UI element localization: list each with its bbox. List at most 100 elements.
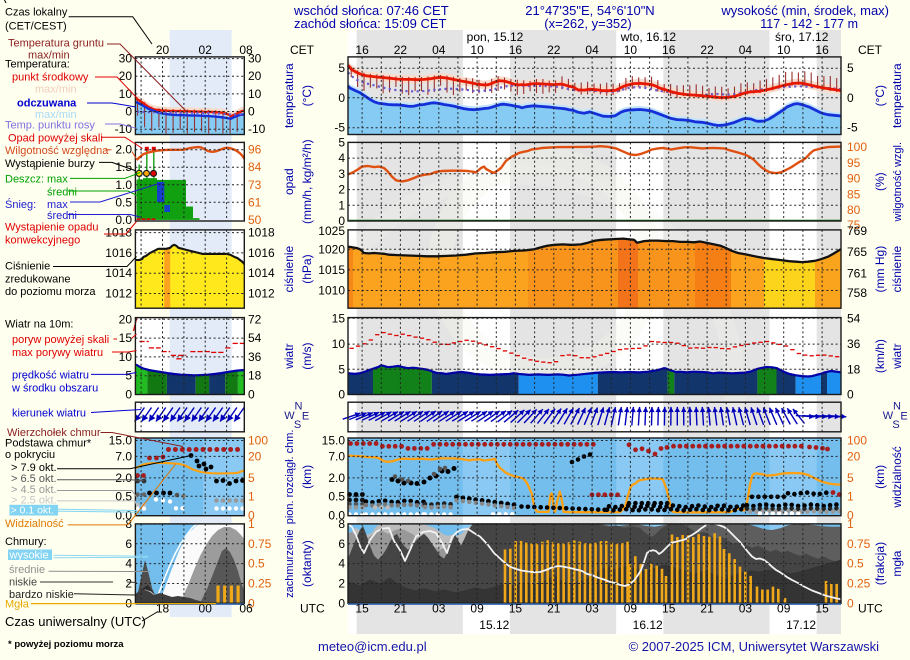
svg-text:16: 16 bbox=[509, 43, 523, 57]
svg-text:2: 2 bbox=[125, 577, 132, 591]
svg-text:max/min: max/min bbox=[35, 109, 77, 121]
svg-text:Temperatura:: Temperatura: bbox=[5, 59, 70, 71]
svg-text:09: 09 bbox=[777, 602, 791, 616]
svg-text:10: 10 bbox=[470, 43, 484, 57]
svg-text:21°47'35"E, 54°6'10"N: 21°47'35"E, 54°6'10"N bbox=[525, 3, 654, 18]
svg-text:17.12: 17.12 bbox=[786, 618, 816, 632]
svg-text:1010: 1010 bbox=[318, 284, 345, 298]
svg-text:1: 1 bbox=[847, 489, 854, 503]
svg-text:54: 54 bbox=[847, 311, 861, 325]
svg-text:do poziomu morza: do poziomu morza bbox=[5, 286, 96, 298]
svg-text:2.0: 2.0 bbox=[115, 143, 132, 157]
svg-text:2.0: 2.0 bbox=[115, 471, 132, 485]
svg-text:21: 21 bbox=[700, 602, 714, 616]
svg-text:(mm/h, kg/m²/h): (mm/h, kg/m²/h) bbox=[300, 139, 314, 224]
svg-text:1015: 1015 bbox=[318, 263, 345, 277]
svg-text:96: 96 bbox=[248, 143, 262, 157]
svg-text:03: 03 bbox=[432, 602, 446, 616]
svg-text:Ciśnienie: Ciśnienie bbox=[5, 261, 50, 273]
svg-text:08: 08 bbox=[239, 43, 253, 57]
svg-text:zredukowane: zredukowane bbox=[5, 273, 70, 285]
svg-text:CET: CET bbox=[858, 43, 883, 57]
svg-text:20: 20 bbox=[248, 69, 262, 83]
svg-text:pion. rozciągł. chm.: pion. rozciągł. chm. bbox=[284, 430, 296, 525]
svg-text:Wystąpienie burzy: Wystąpienie burzy bbox=[5, 158, 95, 170]
svg-text:(m/s): (m/s) bbox=[300, 342, 314, 369]
svg-text:1018: 1018 bbox=[248, 226, 275, 240]
svg-text:20: 20 bbox=[248, 449, 262, 463]
svg-text:0.5: 0.5 bbox=[115, 195, 132, 209]
svg-text:5: 5 bbox=[847, 61, 854, 75]
svg-text:max: max bbox=[47, 199, 68, 211]
svg-text:04: 04 bbox=[739, 43, 753, 57]
svg-text:(hPa): (hPa) bbox=[300, 254, 314, 283]
svg-text:15: 15 bbox=[815, 602, 829, 616]
svg-text:pon, 15.12: pon, 15.12 bbox=[467, 30, 524, 44]
svg-text:15: 15 bbox=[355, 602, 369, 616]
svg-text:zachmurzenie: zachmurzenie bbox=[284, 529, 296, 597]
svg-text:punkt środkowy: punkt środkowy bbox=[12, 72, 89, 84]
svg-text:0: 0 bbox=[125, 105, 132, 119]
svg-text:temperatura: temperatura bbox=[890, 63, 904, 128]
svg-text:prędkość wiatru: prędkość wiatru bbox=[12, 369, 89, 381]
svg-text:0: 0 bbox=[847, 596, 854, 610]
svg-text:3: 3 bbox=[338, 167, 345, 181]
svg-text:0.5: 0.5 bbox=[328, 489, 345, 503]
svg-text:0: 0 bbox=[847, 509, 854, 523]
svg-text:72: 72 bbox=[248, 312, 262, 326]
svg-text:CET: CET bbox=[290, 43, 315, 57]
svg-text:1.5: 1.5 bbox=[115, 160, 132, 174]
svg-text:15.0: 15.0 bbox=[109, 434, 133, 448]
svg-text:opad: opad bbox=[282, 168, 296, 195]
svg-text:E: E bbox=[302, 411, 309, 423]
svg-text:0.5: 0.5 bbox=[847, 557, 864, 571]
svg-text:E: E bbox=[900, 411, 907, 423]
svg-text:2.0: 2.0 bbox=[328, 471, 345, 485]
svg-text:30: 30 bbox=[248, 52, 262, 66]
svg-text:-5: -5 bbox=[847, 121, 858, 135]
svg-text:22: 22 bbox=[700, 43, 714, 57]
svg-text:meteo@icm.edu.pl: meteo@icm.edu.pl bbox=[318, 639, 427, 654]
svg-text:36: 36 bbox=[248, 350, 262, 364]
svg-text:4: 4 bbox=[338, 151, 345, 165]
svg-text:18: 18 bbox=[847, 362, 861, 376]
svg-text:100: 100 bbox=[248, 434, 268, 448]
svg-text:> 4.5 okt.: > 4.5 okt. bbox=[11, 484, 57, 496]
svg-text:ciśnienie: ciśnienie bbox=[890, 245, 904, 292]
svg-text:8: 8 bbox=[338, 517, 345, 531]
svg-text:36: 36 bbox=[847, 337, 861, 351]
svg-text:0: 0 bbox=[125, 388, 132, 402]
svg-text:1012: 1012 bbox=[105, 287, 132, 301]
svg-text:bardzo niskie: bardzo niskie bbox=[9, 589, 74, 601]
svg-text:Wiatr na 10m:: Wiatr na 10m: bbox=[5, 319, 73, 331]
svg-text:1016: 1016 bbox=[248, 246, 275, 260]
svg-text:-5: -5 bbox=[334, 121, 345, 135]
svg-text:2: 2 bbox=[338, 183, 345, 197]
svg-text:> 6.5 okt.: > 6.5 okt. bbox=[11, 473, 57, 485]
svg-text:21: 21 bbox=[547, 602, 561, 616]
svg-text:2: 2 bbox=[338, 577, 345, 591]
svg-text:4: 4 bbox=[125, 557, 132, 571]
svg-text:30: 30 bbox=[119, 52, 133, 66]
svg-text:> 0.1 okt.: > 0.1 okt. bbox=[11, 504, 55, 516]
svg-text:1018: 1018 bbox=[105, 226, 132, 240]
svg-text:widzialność: widzialność bbox=[890, 446, 904, 508]
svg-text:(%): (%) bbox=[873, 172, 887, 191]
svg-text:Czas lokalny: Czas lokalny bbox=[5, 7, 68, 19]
svg-text:Chmury:: Chmury: bbox=[5, 536, 47, 548]
svg-text:1014: 1014 bbox=[248, 266, 275, 280]
svg-text:100: 100 bbox=[847, 434, 867, 448]
svg-text:22: 22 bbox=[547, 43, 561, 57]
svg-text:1.0: 1.0 bbox=[115, 178, 132, 192]
svg-text:> 2.5 okt.: > 2.5 okt. bbox=[11, 495, 57, 507]
svg-text:10: 10 bbox=[119, 350, 133, 364]
svg-text:-10: -10 bbox=[248, 122, 266, 136]
svg-text:765: 765 bbox=[847, 245, 867, 259]
svg-text:1012: 1012 bbox=[248, 287, 275, 301]
svg-text:15: 15 bbox=[662, 602, 676, 616]
svg-text:0.5: 0.5 bbox=[248, 557, 265, 571]
svg-text:5: 5 bbox=[847, 471, 854, 485]
svg-text:15.0: 15.0 bbox=[322, 434, 346, 448]
svg-text:konwekcyjnego: konwekcyjnego bbox=[5, 234, 80, 246]
svg-text:Temp. punktu rosy: Temp. punktu rosy bbox=[5, 119, 95, 131]
